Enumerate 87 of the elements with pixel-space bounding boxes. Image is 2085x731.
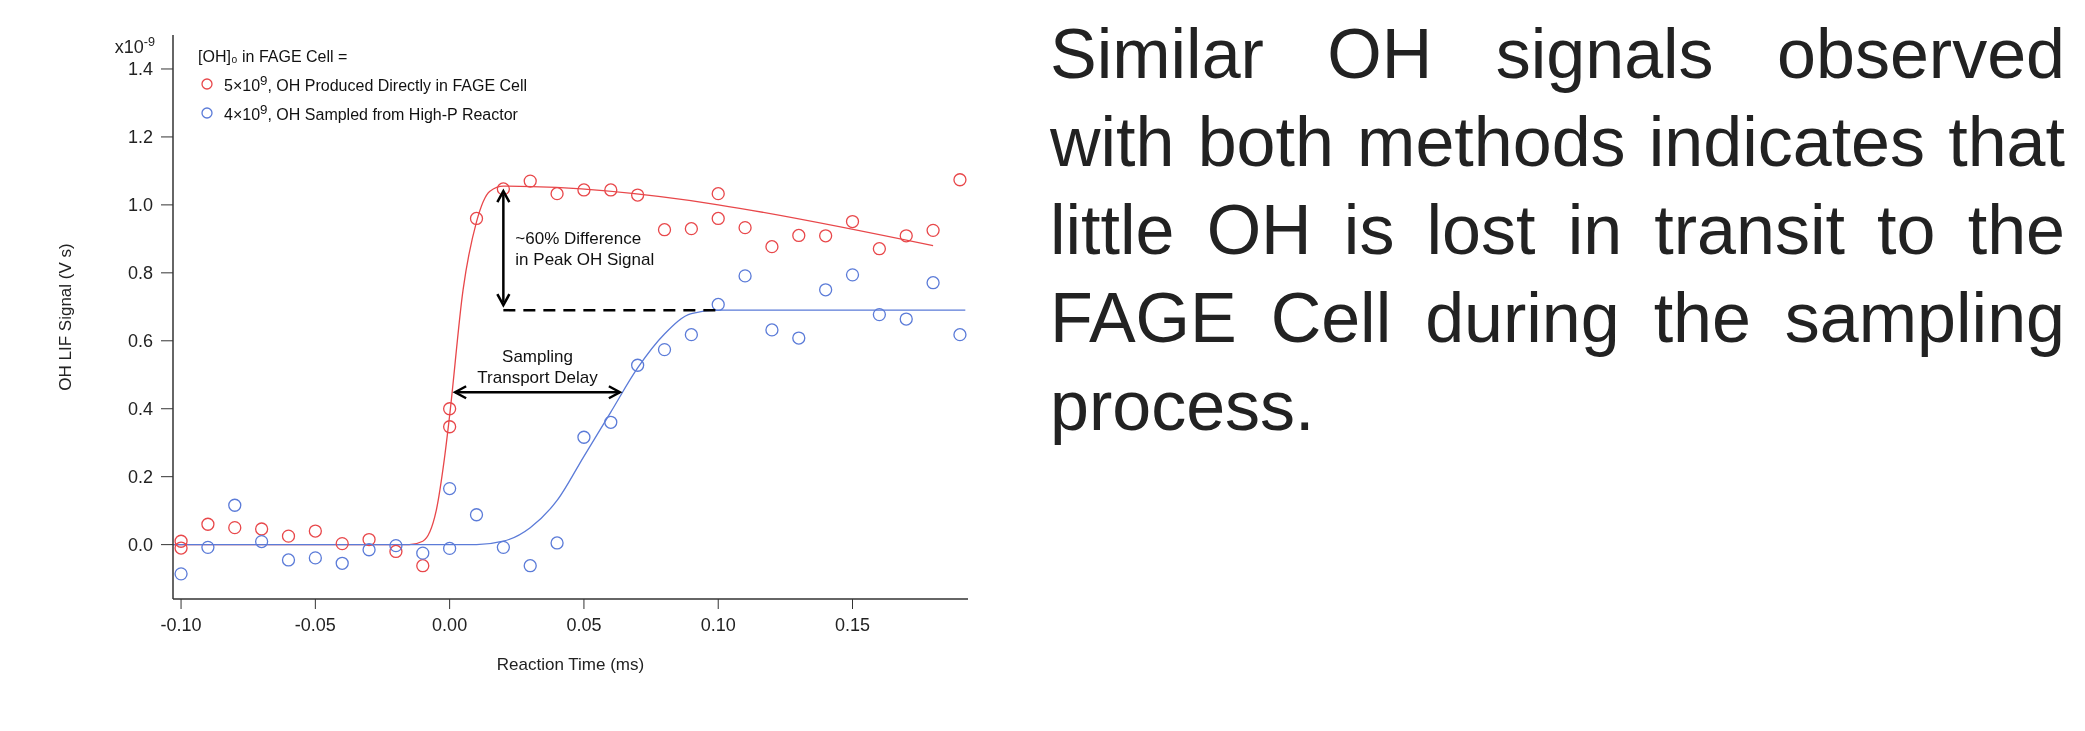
point — [765, 323, 779, 337]
point — [845, 268, 860, 282]
point — [819, 283, 833, 297]
point — [174, 541, 188, 555]
point — [953, 173, 967, 187]
point — [201, 517, 215, 531]
x-tick-label: 0.00 — [432, 615, 468, 635]
point — [281, 553, 296, 567]
legend-title: [OH]₀ in FAGE Cell = — [198, 47, 349, 67]
point — [496, 540, 511, 555]
x-axis-title: Reaction Time (ms) — [496, 655, 645, 674]
point — [792, 331, 806, 345]
point — [442, 541, 457, 556]
point — [174, 567, 188, 581]
point — [845, 214, 860, 229]
point — [631, 188, 645, 202]
annotation: Sampling Transport Delay — [477, 347, 599, 388]
point — [416, 546, 430, 560]
point — [442, 402, 457, 416]
y-tick-label: 0.4 — [127, 398, 153, 419]
point — [711, 297, 725, 312]
point — [201, 540, 215, 555]
point — [899, 229, 913, 243]
text: Similar OH signals observed with both methods indicates that little OH is lost in transit to the FAGE Cell during the sampling process. — [1050, 14, 2065, 447]
point — [765, 240, 779, 254]
point — [926, 276, 940, 290]
text: x10$^{-9}$ — [114, 34, 155, 57]
x-tick-label: 0.10 — [700, 615, 736, 635]
point — [604, 183, 618, 197]
point — [416, 559, 430, 573]
point — [389, 544, 403, 559]
x-tick-label: 0.05 — [566, 615, 602, 635]
point — [442, 420, 457, 434]
point — [335, 536, 349, 551]
y-tick-label: 1.2 — [127, 126, 153, 147]
point — [228, 521, 242, 535]
point — [523, 174, 537, 188]
point — [550, 536, 564, 550]
x-tick-label: -0.10 — [160, 615, 202, 635]
point — [657, 342, 672, 357]
point — [899, 312, 913, 326]
point — [953, 328, 967, 342]
point — [281, 529, 296, 543]
point — [657, 223, 672, 237]
point — [577, 430, 591, 444]
point — [469, 211, 484, 226]
point — [792, 228, 806, 243]
y-tick-label: 1.0 — [127, 194, 153, 215]
point — [577, 183, 591, 197]
y-tick-label: 0.0 — [127, 534, 153, 555]
y-tick-label: 0.6 — [127, 330, 153, 351]
x-tick-label: -0.05 — [294, 615, 336, 635]
point — [711, 211, 725, 226]
point — [362, 543, 376, 557]
point — [550, 187, 564, 201]
point — [604, 415, 618, 429]
annotation: ~60% Difference in Peak OH Signal — [515, 229, 655, 270]
y-axis-title: OH LIF Signal (V s) — [56, 243, 76, 391]
point — [362, 532, 376, 547]
point — [684, 222, 699, 236]
point — [469, 508, 484, 522]
y-tick-label: 0.2 — [127, 466, 153, 487]
point — [174, 534, 188, 548]
point — [738, 220, 752, 235]
point — [308, 551, 322, 565]
point — [442, 481, 457, 496]
point — [228, 498, 242, 512]
point — [496, 182, 511, 196]
point — [872, 242, 887, 256]
point — [738, 269, 752, 283]
x-tick-label: 0.15 — [834, 615, 871, 635]
point — [926, 223, 940, 238]
legend-label: 4×10$^{9}$, OH Sampled from High-P Reactor — [224, 101, 518, 126]
y-tick-label: 0.8 — [127, 262, 153, 283]
point — [308, 524, 322, 538]
point — [631, 358, 645, 372]
point — [819, 229, 833, 243]
point — [254, 522, 269, 536]
point — [389, 539, 403, 553]
point — [711, 187, 725, 201]
point — [872, 307, 887, 322]
legend-label: 5×10$^{9}$, OH Produced Directly in FAGE Cell — [224, 72, 528, 97]
point — [684, 328, 699, 342]
point — [523, 559, 537, 573]
y-tick-label: 1.4 — [127, 58, 153, 79]
point — [254, 534, 269, 549]
point — [335, 556, 349, 570]
